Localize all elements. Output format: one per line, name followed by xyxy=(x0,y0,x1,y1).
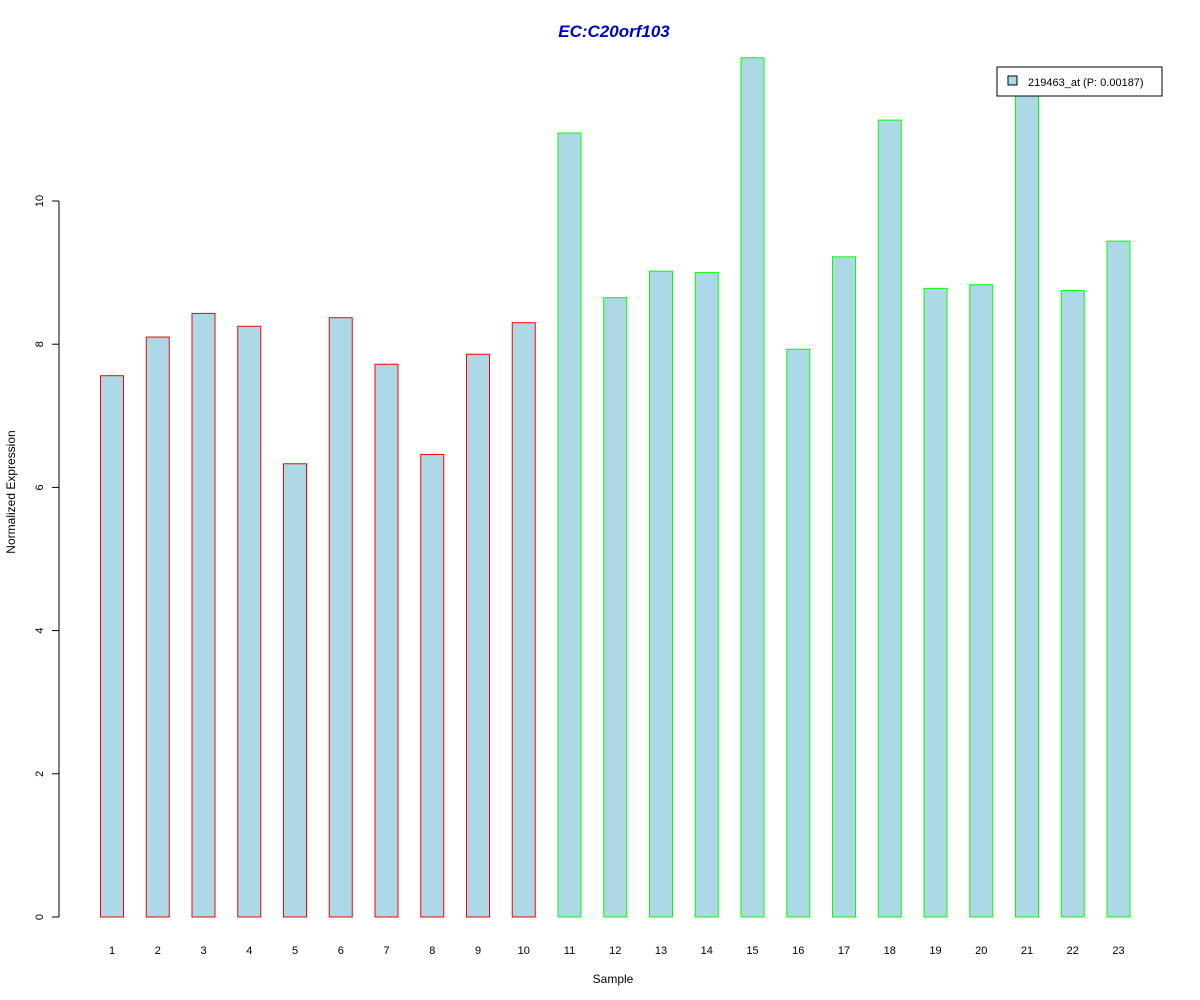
bar xyxy=(969,284,994,918)
legend-label: 219463_at (P: 0.00187) xyxy=(1028,77,1144,89)
bar xyxy=(786,348,811,918)
x-axis-label: Sample xyxy=(593,972,634,986)
x-tick-label: 17 xyxy=(838,945,850,957)
x-tick-label: 9 xyxy=(475,945,481,957)
bar xyxy=(923,287,948,918)
bar xyxy=(420,453,445,918)
chart-title: EC:C20orf103 xyxy=(558,22,670,41)
bar xyxy=(557,132,582,918)
x-tick-label: 21 xyxy=(1021,945,1033,957)
bar xyxy=(466,353,490,918)
x-tick-label: 15 xyxy=(746,945,758,957)
bars xyxy=(100,57,1131,918)
bar xyxy=(832,256,856,918)
x-tick-label: 7 xyxy=(383,945,389,957)
bar xyxy=(740,57,765,918)
x-tick-label: 12 xyxy=(609,945,621,957)
x-tick-label: 2 xyxy=(155,945,161,957)
x-tick-label: 14 xyxy=(701,945,713,957)
legend: 219463_at (P: 0.00187) xyxy=(996,66,1163,97)
y-tick-label: 6 xyxy=(34,484,46,490)
bar xyxy=(283,463,307,918)
bar xyxy=(145,336,170,918)
bar xyxy=(1106,240,1131,918)
bar xyxy=(649,270,673,918)
y-axis: 0 2 4 6 8 10 xyxy=(34,195,60,920)
y-axis-label: Normalized Expression xyxy=(4,430,18,553)
x-axis-ticks: 1 2 3 4 5 6 7 8 9 10 11 12 13 14 15 16 17 18 19 20 21 22 23 xyxy=(109,945,1125,957)
x-tick-label: 18 xyxy=(884,945,896,957)
x-tick-label: 19 xyxy=(929,945,941,957)
x-tick-label: 6 xyxy=(338,945,344,957)
x-tick-label: 11 xyxy=(564,945,575,957)
y-tick-label: 2 xyxy=(34,771,46,777)
x-tick-label: 23 xyxy=(1112,945,1124,957)
x-tick-label: 10 xyxy=(518,945,530,957)
bar xyxy=(100,375,124,918)
legend-swatch xyxy=(1007,75,1018,86)
bar xyxy=(1015,78,1039,918)
x-tick-label: 5 xyxy=(292,945,298,957)
bar xyxy=(191,312,216,918)
bar xyxy=(328,317,353,918)
bar xyxy=(694,272,719,918)
y-tick-label: 4 xyxy=(34,628,46,634)
x-tick-label: 8 xyxy=(429,945,435,957)
bar xyxy=(237,325,262,918)
x-tick-label: 13 xyxy=(655,945,667,957)
y-tick-label: 8 xyxy=(34,341,46,347)
bar xyxy=(374,363,399,918)
x-tick-label: 22 xyxy=(1067,945,1079,957)
y-tick-label: 10 xyxy=(34,195,46,207)
y-tick-label: 0 xyxy=(34,914,46,920)
legend-box xyxy=(996,66,1163,97)
x-tick-label: 4 xyxy=(246,945,252,957)
x-tick-label: 20 xyxy=(975,945,987,957)
bar xyxy=(603,297,628,918)
x-tick-label: 1 xyxy=(109,945,115,957)
x-tick-label: 3 xyxy=(200,945,206,957)
bar xyxy=(1060,290,1085,918)
bar xyxy=(877,119,902,918)
bar xyxy=(511,322,536,918)
x-tick-label: 16 xyxy=(792,945,804,957)
